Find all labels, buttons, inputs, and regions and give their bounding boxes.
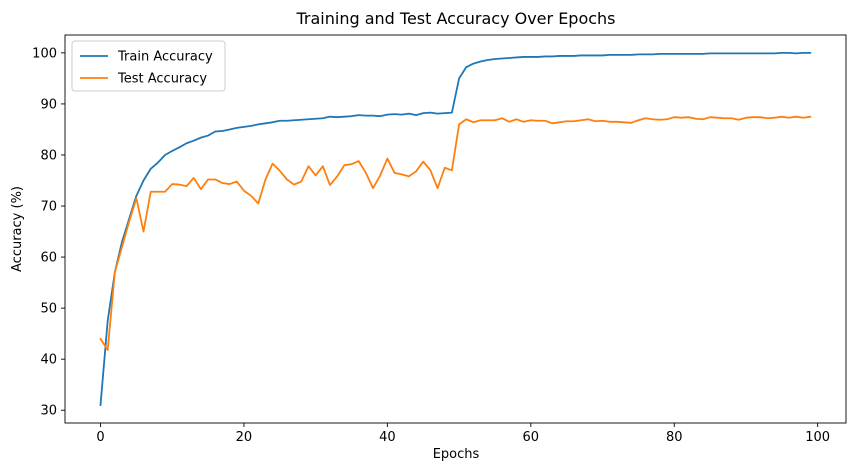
y-tick-label: 70 — [40, 200, 57, 215]
y-axis: 30 40 50 60 70 80 90 100 — [32, 46, 65, 419]
y-tick-label: 40 — [40, 353, 57, 368]
y-axis-label: Accuracy (%) — [10, 186, 25, 272]
legend-label: Test Accuracy — [117, 72, 207, 87]
legend-label: Train Accuracy — [117, 50, 213, 65]
series-line-test-accuracy — [99, 115, 812, 351]
series-line-train-accuracy — [99, 51, 812, 407]
plot-frame — [64, 34, 847, 424]
y-tick-label: 50 — [40, 302, 57, 317]
y-tick-label: 90 — [40, 97, 57, 112]
y-tick-label: 100 — [32, 46, 57, 61]
x-tick-label: 40 — [379, 430, 396, 445]
x-axis: 0 20 40 60 80 100 — [96, 423, 830, 445]
y-tick-label: 30 — [40, 404, 57, 419]
x-tick-label: 100 — [805, 430, 830, 445]
x-tick-label: 80 — [666, 430, 683, 445]
chart-title: Training and Test Accuracy Over Epochs — [295, 9, 615, 28]
x-tick-label: 20 — [236, 430, 253, 445]
plot-area — [99, 51, 812, 407]
y-tick-label: 80 — [40, 148, 57, 163]
x-axis-label: Epochs — [433, 447, 480, 462]
legend-box — [71, 40, 226, 92]
x-tick-label: 60 — [523, 430, 540, 445]
y-tick-label: 60 — [40, 251, 57, 266]
legend: Train Accuracy Test Accuracy — [71, 40, 226, 92]
x-tick-label: 0 — [96, 430, 104, 445]
